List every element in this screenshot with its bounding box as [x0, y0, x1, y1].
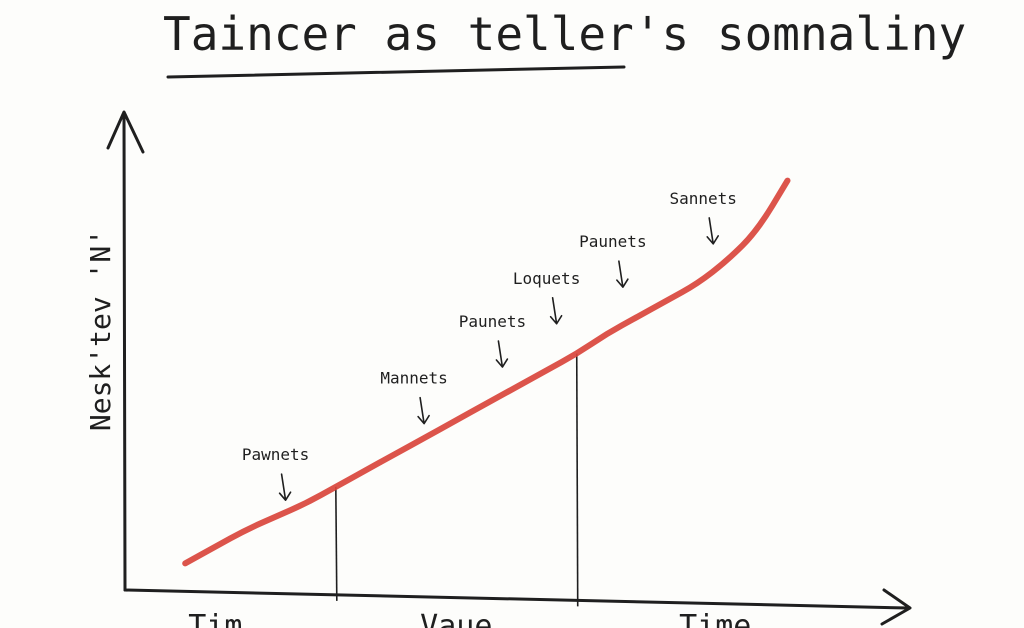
annotation-arrow [278, 473, 292, 501]
x-axis-arrowhead [880, 588, 912, 626]
series-lines [182, 177, 791, 567]
annotation-label: Pawnets [242, 445, 309, 464]
title-underline [166, 65, 626, 79]
annotation-label: Loquets [513, 269, 580, 288]
annotation-label: Sannets [669, 189, 736, 208]
annotation-4: Paunets [579, 232, 647, 288]
chart-title: Taincer as teller's somnaliny [163, 7, 966, 61]
annotation-1: Mannets [380, 369, 448, 425]
annotation-label: Paunets [579, 232, 646, 251]
reference-line-1 [575, 353, 579, 607]
axes [106, 110, 912, 626]
annotation-2: Paunets [459, 312, 526, 368]
annotation-arrow [706, 217, 720, 245]
annotation-arrow [495, 340, 509, 368]
x-tick-label-2: Time [679, 609, 751, 628]
x-axis-line [123, 588, 910, 610]
reference-lines [335, 353, 579, 607]
annotations: Pawnets Mannets Paunets Loquets Paunets Sanne… [242, 189, 737, 501]
annotation-arrow [417, 396, 430, 425]
x-tick-labels: Tim Vaue Time [188, 609, 751, 628]
annotation-arrow [549, 296, 563, 325]
annotation-label: Mannets [380, 369, 447, 388]
y-axis-label: Nesk'tev 'N' [84, 229, 117, 431]
y-axis-arrowhead [106, 110, 145, 154]
x-tick-label-1: Vaue [420, 609, 492, 628]
annotation-3: Loquets [513, 269, 580, 325]
annotation-5: Sannets [669, 189, 737, 245]
y-axis-line [122, 112, 127, 592]
reference-line-0 [335, 486, 338, 601]
annotation-arrow [616, 260, 629, 288]
series-line-0 [182, 177, 791, 567]
annotation-label: Paunets [459, 312, 526, 331]
annotation-0: Pawnets [242, 445, 309, 501]
x-tick-label-0: Tim [188, 609, 242, 628]
